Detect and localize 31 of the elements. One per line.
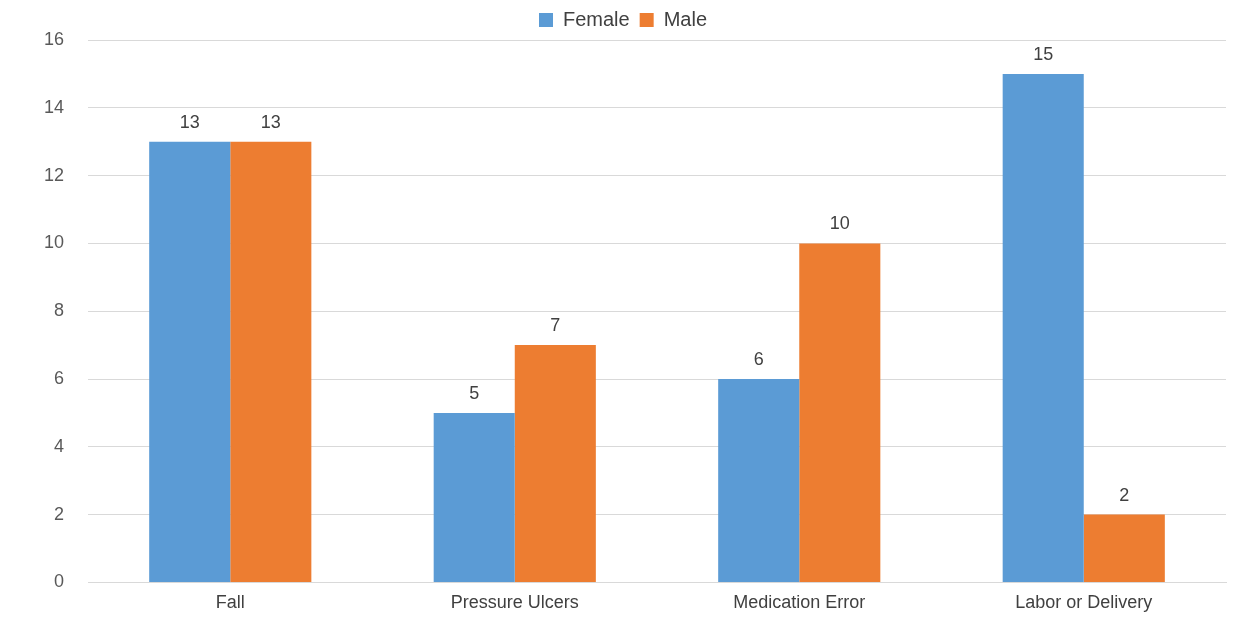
y-tick-label: 0	[54, 571, 65, 592]
y-tick-label: 4	[54, 435, 65, 456]
data-label: 6	[753, 348, 764, 369]
data-label: 10	[829, 213, 850, 234]
bar	[718, 379, 800, 582]
data-label: 7	[550, 315, 561, 336]
y-tick-label: 16	[43, 28, 65, 49]
y-tick-label: 12	[43, 164, 65, 185]
legend-label: Female	[562, 7, 630, 30]
x-tick-label: Fall	[215, 592, 245, 613]
legend-label: Male	[663, 7, 708, 30]
bar	[433, 412, 515, 582]
x-tick-label: Pressure Ulcers	[450, 592, 579, 613]
x-tick-label: Labor or Delivery	[1015, 592, 1153, 613]
data-label: 2	[1119, 484, 1130, 505]
y-tick-label: 8	[54, 300, 65, 321]
y-tick-label: 10	[43, 232, 65, 253]
y-tick-label: 2	[54, 503, 65, 524]
x-tick-label: Medication Error	[733, 592, 866, 613]
data-label: 13	[179, 111, 200, 132]
data-label: 15	[1033, 43, 1054, 64]
bar	[514, 345, 596, 582]
y-tick-label: 14	[43, 96, 65, 117]
data-label: 5	[469, 382, 480, 403]
bar	[230, 141, 312, 582]
bar	[1083, 514, 1165, 582]
bar	[799, 243, 881, 582]
bar	[1002, 73, 1084, 582]
data-label: 13	[260, 111, 281, 132]
bar	[149, 141, 231, 582]
y-tick-label: 6	[54, 367, 65, 388]
